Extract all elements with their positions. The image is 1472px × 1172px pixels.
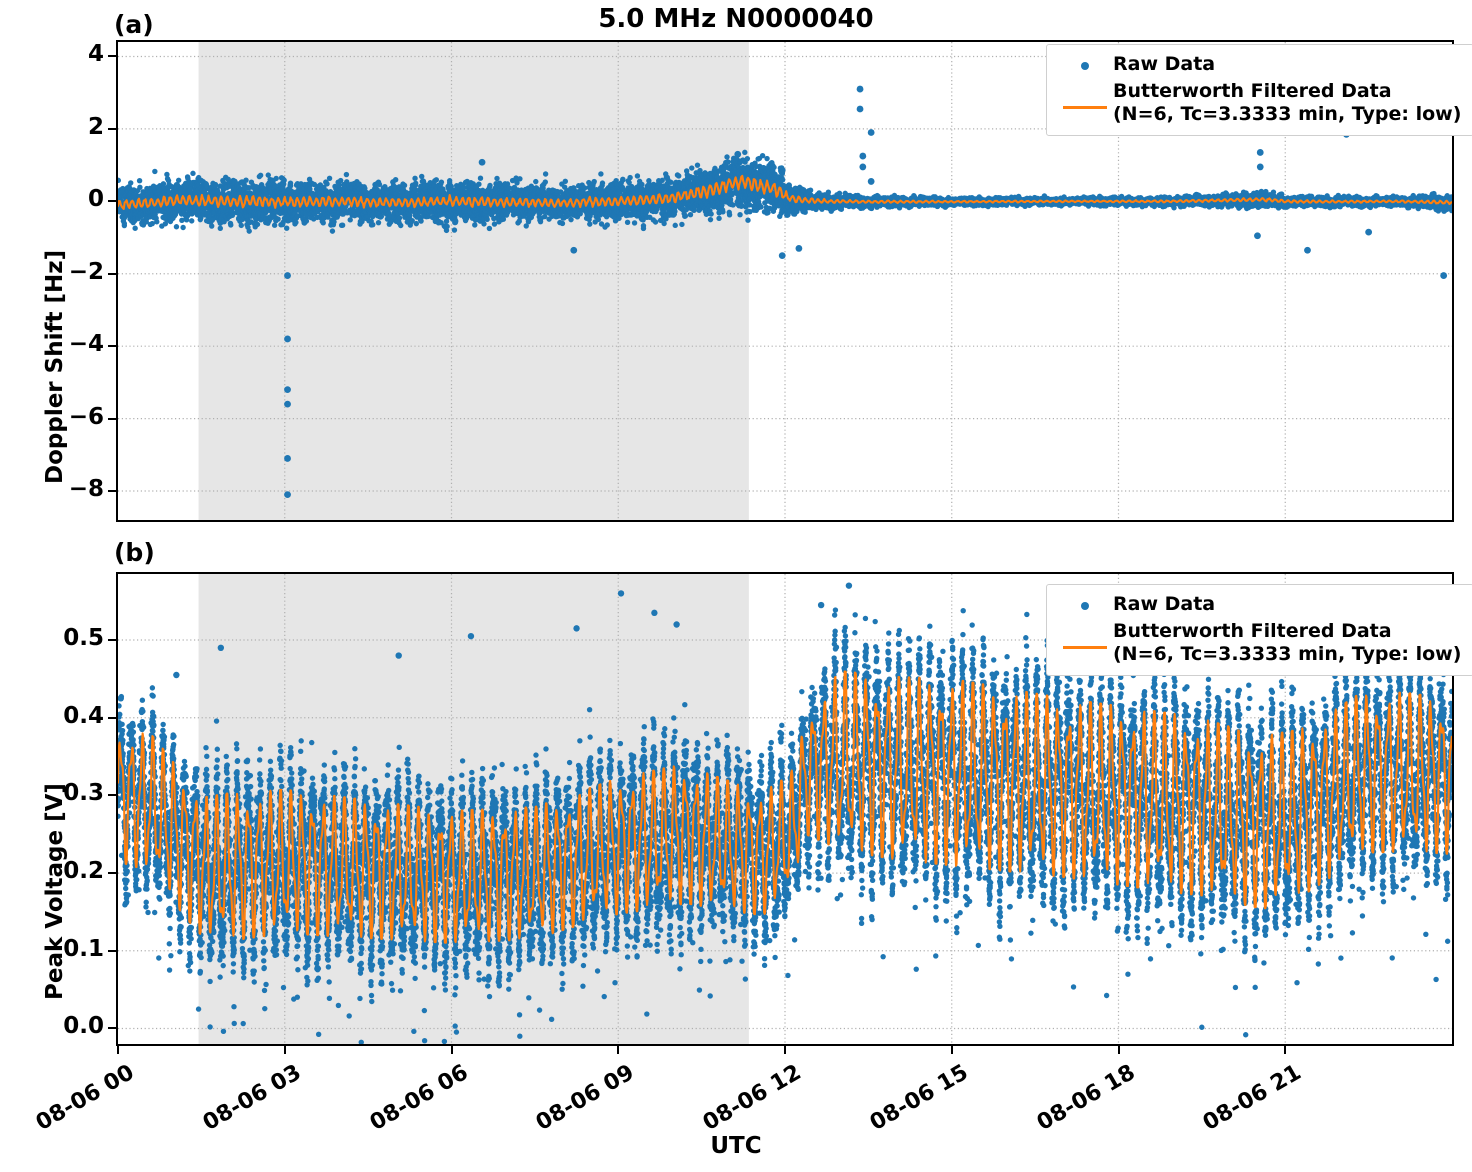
panel-a-y-axis-label: Doppler Shift [Hz] <box>42 250 68 484</box>
y-tick-mark <box>108 127 116 130</box>
legend-label-raw: Raw Data <box>1113 53 1215 76</box>
y-tick-mark <box>108 272 116 275</box>
y-tick-label: 0.2 <box>38 858 104 884</box>
y-tick-label: 4 <box>38 41 104 67</box>
y-tick-label: 2 <box>38 114 104 140</box>
panel-a-canvas <box>118 42 1452 520</box>
panel-b-legend: Raw Data Butterworth Filtered Data (N=6,… <box>1046 584 1472 676</box>
legend-marker-dot-icon <box>1057 595 1113 614</box>
figure-title: 5.0 MHz N0000040 <box>0 4 1472 34</box>
legend-label-filtered-line1: Butterworth Filtered Data <box>1113 80 1392 102</box>
y-tick-mark <box>108 345 116 348</box>
legend-label-filtered-line1: Butterworth Filtered Data <box>1113 620 1392 642</box>
x-axis-label: UTC <box>0 1133 1472 1159</box>
y-tick-label: 0.3 <box>38 780 104 806</box>
x-tick-mark <box>1117 1046 1120 1054</box>
y-tick-label: −4 <box>38 331 104 357</box>
x-tick-mark <box>117 1046 119 1054</box>
legend-entry-raw: Raw Data <box>1057 53 1461 76</box>
y-tick-label: 0.4 <box>38 703 104 729</box>
y-tick-mark <box>108 490 116 493</box>
x-tick-mark <box>784 1046 786 1054</box>
legend-label-filtered: Butterworth Filtered Data (N=6, Tc=3.333… <box>1113 80 1461 126</box>
y-tick-mark <box>108 639 116 642</box>
y-tick-mark <box>108 200 116 203</box>
legend-marker-line-icon <box>1057 94 1113 113</box>
x-tick-mark <box>1284 1046 1287 1054</box>
y-tick-mark <box>108 794 116 797</box>
y-tick-label: 0.1 <box>38 936 104 962</box>
y-tick-mark <box>108 55 116 58</box>
y-tick-mark <box>108 872 116 875</box>
y-tick-label: 0.5 <box>38 625 104 651</box>
legend-label-filtered-line2: (N=6, Tc=3.3333 min, Type: low) <box>1113 643 1461 665</box>
panel-b-plot-area[interactable] <box>116 572 1454 1046</box>
y-tick-mark <box>108 949 116 952</box>
legend-label-raw: Raw Data <box>1113 593 1215 616</box>
legend-entry-filtered: Butterworth Filtered Data (N=6, Tc=3.333… <box>1057 80 1461 126</box>
y-tick-mark <box>108 716 116 719</box>
legend-label-filtered: Butterworth Filtered Data (N=6, Tc=3.333… <box>1113 620 1461 666</box>
x-tick-mark <box>950 1046 953 1054</box>
legend-entry-filtered: Butterworth Filtered Data (N=6, Tc=3.333… <box>1057 620 1461 666</box>
panel-b-canvas <box>118 574 1452 1044</box>
y-tick-label: 0 <box>38 186 104 212</box>
x-tick-mark <box>450 1046 453 1054</box>
x-tick-mark <box>283 1046 286 1054</box>
panel-a-label: (a) <box>114 10 154 39</box>
legend-entry-raw: Raw Data <box>1057 593 1461 616</box>
panel-b-label: (b) <box>114 538 155 567</box>
y-tick-label: 0.0 <box>38 1013 104 1039</box>
y-tick-label: −8 <box>38 476 104 502</box>
y-tick-label: −6 <box>38 404 104 430</box>
panel-b-y-axis-label: Peak Voltage [V] <box>42 783 68 1000</box>
y-tick-label: −2 <box>38 259 104 285</box>
legend-marker-line-icon <box>1057 634 1113 653</box>
y-tick-mark <box>108 417 116 420</box>
legend-marker-dot-icon <box>1057 55 1113 74</box>
x-tick-mark <box>617 1046 620 1054</box>
y-tick-mark <box>108 1027 116 1030</box>
legend-label-filtered-line2: (N=6, Tc=3.3333 min, Type: low) <box>1113 103 1461 125</box>
panel-a-legend: Raw Data Butterworth Filtered Data (N=6,… <box>1046 44 1472 136</box>
